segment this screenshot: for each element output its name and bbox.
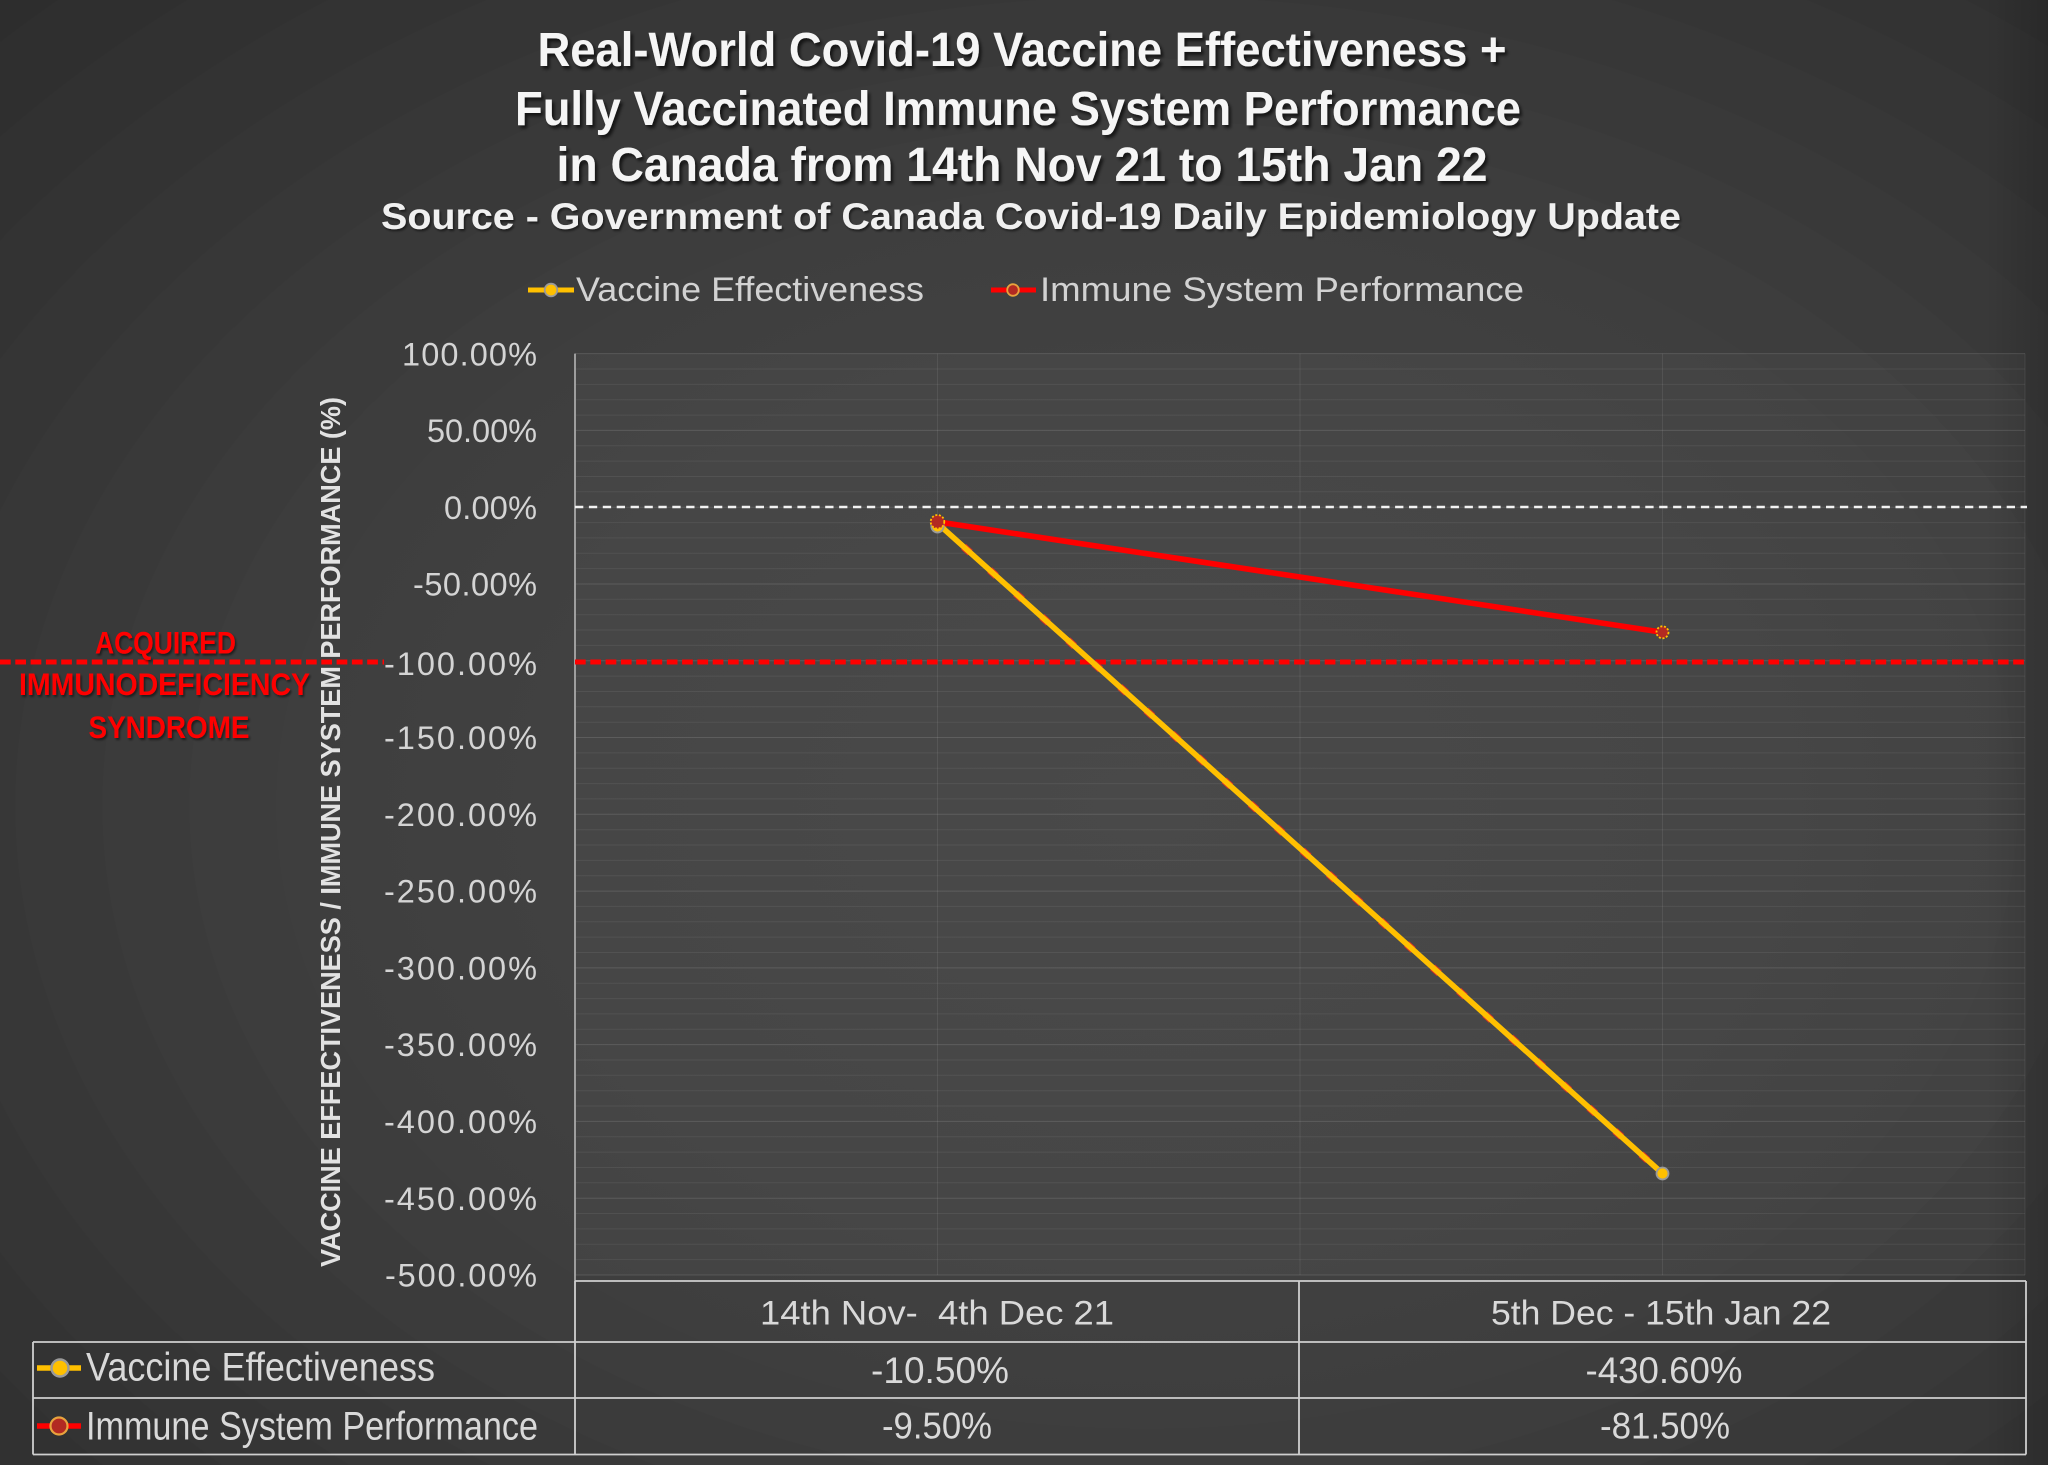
svg-text:-350.00%: -350.00% [384, 1027, 537, 1063]
svg-text:-200.00%: -200.00% [384, 797, 537, 833]
svg-text:5th Dec - 15th Jan 22: 5th Dec - 15th Jan 22 [1491, 1294, 1831, 1332]
svg-text:-430.60%: -430.60% [1586, 1350, 1743, 1391]
svg-text:-450.00%: -450.00% [384, 1181, 537, 1217]
svg-text:ACQUIRED: ACQUIRED [95, 624, 236, 660]
svg-text:-100.00%: -100.00% [384, 646, 537, 682]
svg-text:-500.00%: -500.00% [385, 1258, 537, 1294]
svg-text:14th Nov- 4th Dec 21: 14th Nov- 4th Dec 21 [760, 1294, 1114, 1332]
svg-text:-300.00%: -300.00% [384, 951, 537, 987]
svg-text:Vaccine Effectiveness: Vaccine Effectiveness [86, 1345, 435, 1389]
svg-text:Source - Government of Canada: Source - Government of Canada Covid-19 D… [381, 196, 1681, 237]
svg-text:Real-World Covid-19 Vaccine Ef: Real-World Covid-19 Vaccine Effectivenes… [538, 24, 1507, 77]
svg-text:-50.00%: -50.00% [413, 567, 537, 603]
svg-text:-150.00%: -150.00% [384, 720, 537, 756]
svg-text:-81.50%: -81.50% [1600, 1406, 1730, 1447]
svg-text:Vaccine Effectiveness: Vaccine Effectiveness [576, 271, 924, 309]
svg-text:-250.00%: -250.00% [384, 874, 537, 910]
svg-text:Fully Vaccinated Immune System: Fully Vaccinated Immune System Performan… [515, 83, 1521, 136]
svg-text:-10.50%: -10.50% [871, 1350, 1009, 1391]
svg-text:Immune System Performance: Immune System Performance [1040, 271, 1524, 309]
svg-text:VACCINE EFFECTIVENESS / IMMUNE: VACCINE EFFECTIVENESS / IMMUNE SYSTEM PE… [315, 397, 346, 1267]
svg-text:IMMUNODEFICIENCY: IMMUNODEFICIENCY [19, 666, 310, 702]
svg-text:50.00%: 50.00% [427, 413, 537, 449]
svg-text:0.00%: 0.00% [444, 490, 537, 526]
svg-text:100.00%: 100.00% [402, 336, 537, 372]
svg-text:-400.00%: -400.00% [384, 1104, 537, 1140]
svg-text:SYNDROME: SYNDROME [89, 709, 250, 745]
svg-text:in Canada from 14th Nov 21 to: in Canada from 14th Nov 21 to 15th Jan 2… [557, 139, 1488, 192]
svg-text:-9.50%: -9.50% [882, 1406, 992, 1447]
svg-text:Immune System Performance: Immune System Performance [86, 1404, 538, 1448]
